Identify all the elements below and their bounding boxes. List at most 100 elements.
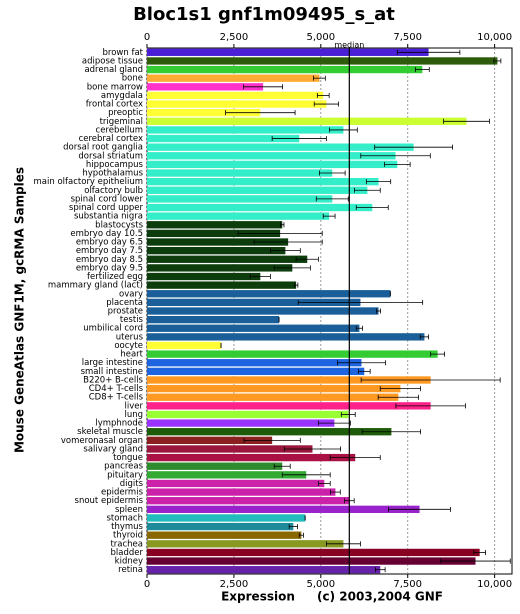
median-label: median: [334, 41, 364, 50]
bar: [147, 117, 467, 125]
bar: [147, 445, 313, 453]
bar: [147, 548, 480, 557]
bar: [147, 393, 399, 401]
y-tick-label: spinal cord lower: [71, 194, 144, 204]
x-axis-title: Expression: [221, 590, 295, 604]
bar: [147, 109, 261, 117]
y-tick-label: amygdala: [101, 91, 143, 101]
y-tick-label: bladder: [111, 548, 144, 558]
bar: [147, 272, 261, 281]
y-tick-label: oocyte: [114, 341, 143, 351]
bar: [147, 497, 350, 505]
bar: [147, 566, 381, 574]
y-tick-label: cerebellum: [96, 125, 143, 135]
y-tick-label: dorsal root ganglia: [63, 143, 143, 153]
bar: [147, 281, 297, 289]
x-tick-label: 7,500: [393, 579, 422, 590]
bar: [147, 359, 362, 367]
y-tick-label: epidermis: [101, 488, 144, 498]
y-tick-label: adrenal gland: [84, 65, 143, 75]
y-tick-label: bone marrow: [87, 82, 143, 92]
x-tick-label: 2,500: [220, 579, 249, 590]
bar: [147, 221, 283, 229]
bar: [147, 48, 429, 56]
y-tick-label: lung: [124, 410, 143, 420]
y-tick-label: vomeronasal organ: [61, 436, 143, 446]
bar: [147, 514, 306, 522]
bar: [147, 315, 280, 324]
x-tick-label: 0: [144, 579, 150, 590]
y-tick-label: mammary gland (lact): [48, 281, 143, 291]
bar: [147, 100, 327, 108]
x-tick-label: 2,500: [220, 32, 249, 43]
bar: [147, 246, 286, 255]
y-tick-label: embryo day 6.5: [76, 238, 143, 248]
bar: [147, 212, 330, 220]
y-tick-label: ovary: [119, 289, 143, 299]
y-tick-label: trachea: [110, 539, 143, 549]
bar: [147, 462, 283, 470]
y-tick-label: large intestine: [82, 358, 143, 368]
bar: [147, 195, 333, 203]
y-tick-label: trigeminal: [100, 117, 143, 127]
y-tick-label: B220+ B-cells: [83, 375, 143, 385]
y-tick-label: thyroid: [113, 531, 143, 541]
y-tick-label: digits: [120, 479, 144, 489]
bar: [147, 557, 476, 565]
y-tick-label: snout epidermis: [75, 496, 144, 506]
bar: [147, 428, 392, 436]
y-tick-label: embryo day 7.5: [76, 246, 143, 256]
y-tick-label: embryo day 10.5: [70, 229, 143, 239]
y-tick-label: frontal cortex: [86, 100, 143, 110]
bar: [147, 522, 294, 531]
y-tick-label: embryo day 9.5: [76, 263, 143, 273]
x-tick-label: 0: [144, 32, 150, 43]
bar: [147, 203, 373, 212]
bar: [147, 229, 281, 238]
bar: [147, 540, 344, 548]
bar: [147, 376, 431, 384]
bar: [147, 65, 423, 74]
y-tick-label: spinal cord upper: [69, 203, 144, 213]
bar: [147, 307, 379, 315]
bar: [147, 57, 498, 65]
bar: [147, 264, 293, 272]
bar: [147, 238, 289, 246]
y-tick-label: hippocampus: [86, 160, 144, 170]
y-tick-label: main olfactory epithelium: [34, 177, 143, 187]
y-tick-label: adipose tissue: [82, 56, 143, 66]
bar: [147, 453, 356, 462]
bar: [147, 83, 264, 91]
y-tick-label: CD4+ T-cells: [89, 384, 144, 394]
x-tick-label: 7,500: [393, 32, 422, 43]
footer: (c) 2003,2004 GNF: [317, 590, 443, 604]
bar: [147, 436, 273, 445]
y-tick-label: dorsal striatum: [78, 151, 143, 161]
x-tick-label: 10,000: [477, 32, 512, 43]
y-tick-label: substantia nigra: [74, 212, 143, 222]
y-tick-label: brown fat: [103, 48, 144, 58]
bar: [147, 402, 431, 410]
bar: [147, 505, 420, 513]
bar: [147, 126, 344, 134]
bar: [147, 367, 365, 376]
y-tick-label: pancreas: [104, 462, 143, 472]
y-tick-label: skeletal muscle: [77, 427, 143, 437]
bar: [147, 384, 401, 393]
bar: [147, 410, 349, 419]
y-tick-label: lymphnode: [95, 419, 143, 429]
bar: [147, 479, 325, 488]
y-tick-label: bone: [122, 74, 143, 84]
bar: [147, 488, 336, 496]
x-tick-label: 10,000: [477, 579, 512, 590]
bar: [147, 324, 360, 332]
y-tick-label: small intestine: [81, 367, 143, 377]
y-tick-label: retina: [118, 565, 143, 575]
bar: [147, 186, 368, 194]
y-tick-label: kidney: [115, 557, 143, 567]
y-tick-label: hypothalamus: [82, 169, 143, 179]
y-tick-label: olfactory bulb: [84, 186, 143, 196]
bar: [147, 350, 438, 358]
y-tick-label: liver: [125, 401, 144, 411]
y-tick-label: uterus: [116, 332, 144, 342]
